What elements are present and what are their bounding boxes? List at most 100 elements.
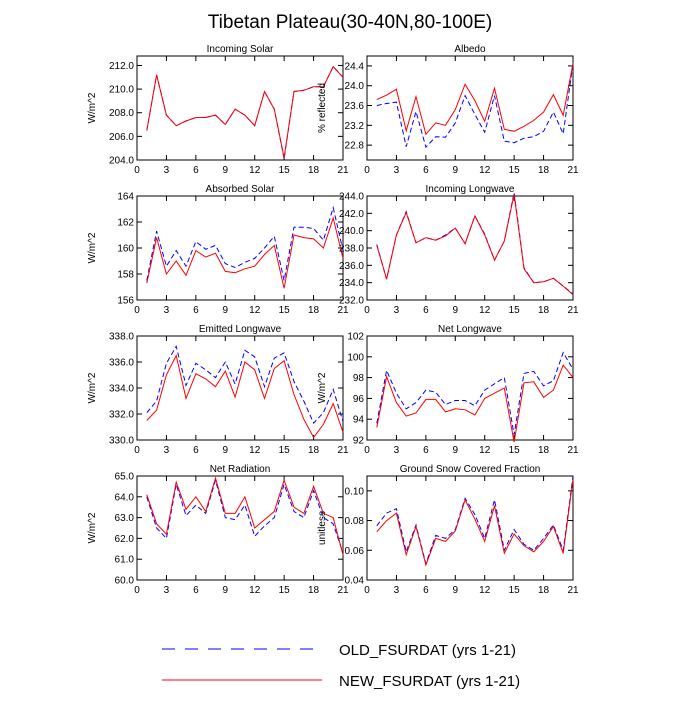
y-tick-label: 330.0 [109, 436, 134, 447]
y-tick-label: 242.0 [339, 209, 364, 220]
x-tick-label: 6 [193, 445, 199, 456]
y-tick-label: 236.0 [339, 261, 364, 272]
y-tick-label: 92 [353, 436, 365, 447]
x-tick-label: 0 [364, 305, 370, 316]
series-line-old [146, 345, 344, 424]
panel-grid: Incoming Solar 0 3 6 9 12 15 18 21 204.0 206.0 208.… [87, 44, 579, 596]
x-tick-label: 18 [538, 165, 550, 176]
y-axis-label: W/m^2 [87, 512, 98, 543]
series-line-old [146, 478, 344, 554]
x-tick-label: 9 [453, 585, 459, 596]
y-tick-label: 96 [353, 394, 365, 405]
x-tick-label: 3 [394, 305, 400, 316]
x-tick-label: 0 [134, 165, 140, 176]
x-tick-label: 6 [193, 165, 199, 176]
y-tick-label: 338.0 [109, 332, 134, 343]
y-tick-label: 60.0 [115, 576, 135, 587]
x-tick-label: 6 [423, 445, 429, 456]
x-tick-label: 18 [308, 165, 320, 176]
y-tick-label: 102 [347, 332, 364, 343]
y-axis-label: W/m^2 [87, 232, 98, 263]
y-tick-label: 162 [117, 218, 134, 229]
y-tick-label: 62.0 [115, 534, 135, 545]
plot-frame [366, 55, 574, 161]
x-tick-label: 21 [567, 445, 579, 456]
x-tick-label: 9 [223, 305, 229, 316]
x-tick-label: 0 [364, 165, 370, 176]
panel-6: Net Longwave 0 3 6 9 12 15 18 21 92 94 96 98 100 102 W/… [317, 324, 579, 456]
plot-frame [366, 475, 574, 581]
x-tick-label: 12 [479, 585, 491, 596]
x-tick-label: 12 [479, 165, 491, 176]
x-tick-label: 15 [279, 585, 291, 596]
series-line-new [376, 194, 574, 296]
panel-1: Incoming Solar 0 3 6 9 12 15 18 21 204.0 206.0 208.… [87, 44, 349, 176]
y-tick-label: 61.0 [115, 555, 135, 566]
panel-title: Net Longwave [438, 324, 502, 335]
y-tick-label: 164 [117, 192, 134, 203]
plot-frame [136, 335, 344, 441]
panel-title: Incoming Solar [207, 44, 274, 55]
y-tick-label: 23.2 [345, 121, 365, 132]
y-tick-label: 208.0 [109, 108, 134, 119]
series-line-new [146, 216, 344, 289]
x-tick-label: 0 [134, 305, 140, 316]
x-tick-label: 9 [453, 445, 459, 456]
x-tick-label: 18 [308, 585, 320, 596]
x-tick-label: 9 [453, 305, 459, 316]
x-tick-label: 21 [337, 585, 349, 596]
x-tick-label: 3 [164, 165, 170, 176]
y-tick-label: 100 [347, 352, 364, 363]
x-tick-label: 18 [308, 305, 320, 316]
y-tick-label: 23.6 [345, 101, 365, 112]
series-line-old [376, 475, 574, 566]
x-tick-label: 9 [453, 165, 459, 176]
legend-old-label: OLD_FSURDAT (yrs 1-21) [339, 642, 516, 659]
series-line-new [376, 478, 574, 567]
series-line-new [376, 364, 574, 443]
panel-2: Albedo 0 3 6 9 12 15 18 21 22.8 23.2 23.6 24.0 24.4 % … [317, 44, 579, 176]
x-tick-label: 3 [164, 585, 170, 596]
x-tick-label: 9 [223, 165, 229, 176]
y-tick-label: 204.0 [109, 156, 134, 167]
panel-title: Incoming Longwave [426, 184, 515, 195]
y-tick-label: 160 [117, 244, 134, 255]
x-tick-label: 15 [509, 585, 521, 596]
x-tick-label: 15 [509, 445, 521, 456]
x-tick-label: 3 [394, 445, 400, 456]
legend: OLD_FSURDAT (yrs 1-21) NEW_FSURDAT (yrs … [162, 642, 520, 690]
x-tick-label: 15 [509, 165, 521, 176]
y-tick-label: 98 [353, 373, 365, 384]
x-tick-label: 6 [423, 585, 429, 596]
y-tick-label: 334.0 [109, 384, 134, 395]
x-tick-label: 15 [279, 165, 291, 176]
x-tick-label: 18 [538, 305, 550, 316]
panel-title: Absorbed Solar [206, 184, 276, 195]
y-tick-label: 24.0 [345, 81, 365, 92]
x-tick-label: 21 [567, 165, 579, 176]
y-tick-label: 206.0 [109, 132, 134, 143]
plot-frame [136, 195, 344, 301]
x-tick-label: 12 [249, 585, 261, 596]
x-tick-label: 21 [337, 445, 349, 456]
series-line-new [146, 354, 344, 439]
x-tick-label: 0 [134, 585, 140, 596]
legend-new-label: NEW_FSURDAT (yrs 1-21) [339, 673, 520, 690]
y-tick-label: 238.0 [339, 244, 364, 255]
x-tick-label: 21 [567, 305, 579, 316]
panel-8: Ground Snow Covered Fraction 0 3 6 9 12 15 18 21… [317, 464, 579, 596]
y-tick-label: 24.4 [345, 61, 365, 72]
figure-title: Tibetan Plateau(30-40N,80-100E) [208, 12, 492, 33]
series-line-old [146, 65, 344, 159]
panel-title: Net Radiation [210, 464, 271, 475]
x-tick-label: 3 [164, 305, 170, 316]
x-tick-label: 0 [364, 445, 370, 456]
x-tick-label: 21 [337, 305, 349, 316]
x-tick-label: 6 [423, 165, 429, 176]
x-tick-label: 6 [193, 305, 199, 316]
y-tick-label: 210.0 [109, 85, 134, 96]
x-tick-label: 6 [423, 305, 429, 316]
